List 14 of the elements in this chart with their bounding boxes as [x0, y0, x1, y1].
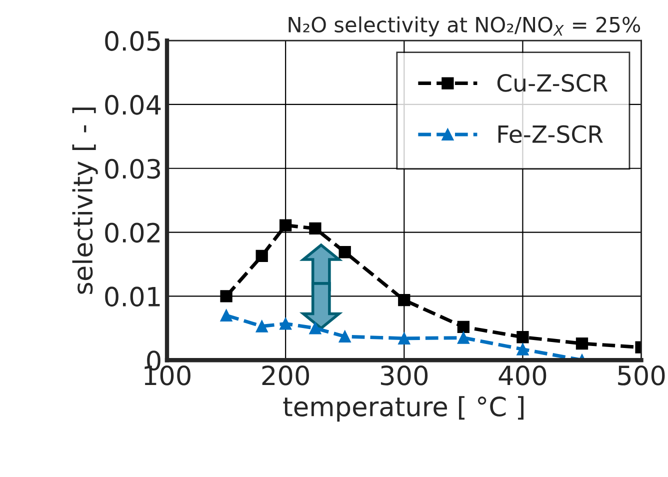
y-tick-label: 0.03 — [105, 158, 160, 179]
x-tick-label: 500 — [618, 365, 665, 386]
x-tick-label: 400 — [498, 365, 546, 386]
x-tick-label: 300 — [380, 365, 428, 386]
x-tick-label: 200 — [262, 365, 309, 386]
y-tick-label: 0.04 — [105, 94, 161, 115]
legend-label: Fe-Z-SCR — [498, 125, 603, 144]
chart-title: N₂O selectivity at NO₂/NO$_{X}$ = 25% — [288, 16, 640, 37]
y-axis-title: selectivity [ - ] — [72, 108, 98, 294]
y-tick-label: 0.01 — [105, 286, 160, 307]
legend-label: Cu-Z-SCR — [497, 74, 608, 92]
x-axis-title: temperature [ °C ] — [283, 396, 524, 422]
y-tick-label: 0.02 — [105, 222, 160, 243]
y-tick-label: 0.05 — [105, 30, 160, 51]
